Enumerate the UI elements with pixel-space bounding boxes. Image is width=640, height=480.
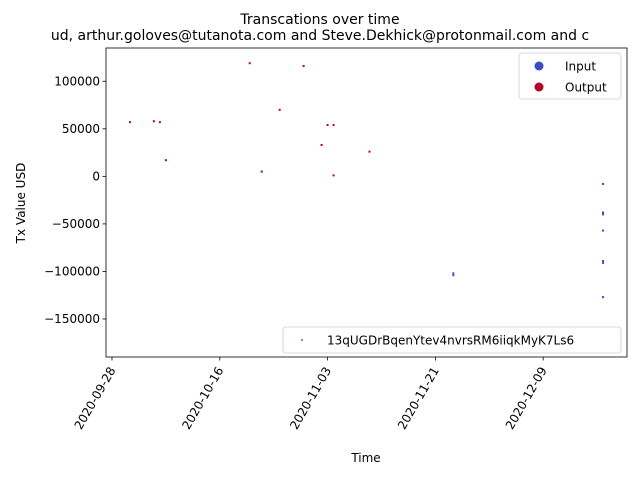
legend-address: 13qUGDrBqenYtev4nvrsRM6iiqkMyK7Ls6 [282, 326, 622, 354]
legend-marker [534, 61, 544, 71]
y-axis-label: Tx Value USD [14, 163, 28, 245]
plot-area [128, 62, 605, 299]
y-tick-label: −100000 [44, 264, 100, 278]
data-point [602, 182, 605, 185]
data-point [332, 174, 335, 177]
legend-label: 13qUGDrBqenYtev4nvrsRM6iiqkMyK7Ls6 [327, 334, 574, 348]
data-point [260, 170, 263, 173]
data-point [452, 272, 455, 275]
legend-input-output: Input Output [518, 52, 622, 100]
legend-box [518, 52, 622, 100]
y-tick-label: 100000 [54, 74, 100, 88]
series-output [128, 62, 371, 177]
chart-subtitle: ud, arthur.goloves@tutanota.com and Stev… [51, 28, 589, 44]
plot-frame [105, 47, 628, 358]
data-point [368, 150, 371, 153]
data-point [278, 108, 281, 111]
legend-marker [301, 339, 303, 341]
data-point [602, 211, 605, 214]
legends: Input Output 13qUGDrBqenYtev4nvrsRM6iiqkMy… [282, 52, 622, 354]
x-axis-label: Time [350, 451, 380, 465]
data-point [158, 121, 161, 124]
legend-label: Input [565, 60, 596, 74]
data-point [602, 259, 605, 262]
y-tick-label: 0 [92, 169, 100, 183]
data-point [332, 124, 335, 127]
data-point [602, 261, 605, 264]
data-point [602, 229, 605, 232]
data-point [602, 213, 605, 216]
series-input [452, 182, 605, 299]
data-point [326, 124, 329, 127]
data-point [152, 120, 155, 123]
data-point [248, 62, 251, 65]
legend-label: Output [565, 81, 607, 95]
y-tick-label: −50000 [52, 217, 100, 231]
data-point [302, 65, 305, 68]
chart-title: Transcations over time [239, 12, 399, 28]
data-point [128, 121, 131, 124]
y-tick-label: 50000 [62, 122, 100, 136]
data-point [452, 274, 455, 277]
data-point [602, 296, 605, 299]
legend-marker [534, 82, 544, 92]
legend-box [282, 326, 622, 354]
y-tick-label: −150000 [44, 312, 100, 326]
data-point [320, 143, 323, 146]
data-point [164, 159, 167, 162]
